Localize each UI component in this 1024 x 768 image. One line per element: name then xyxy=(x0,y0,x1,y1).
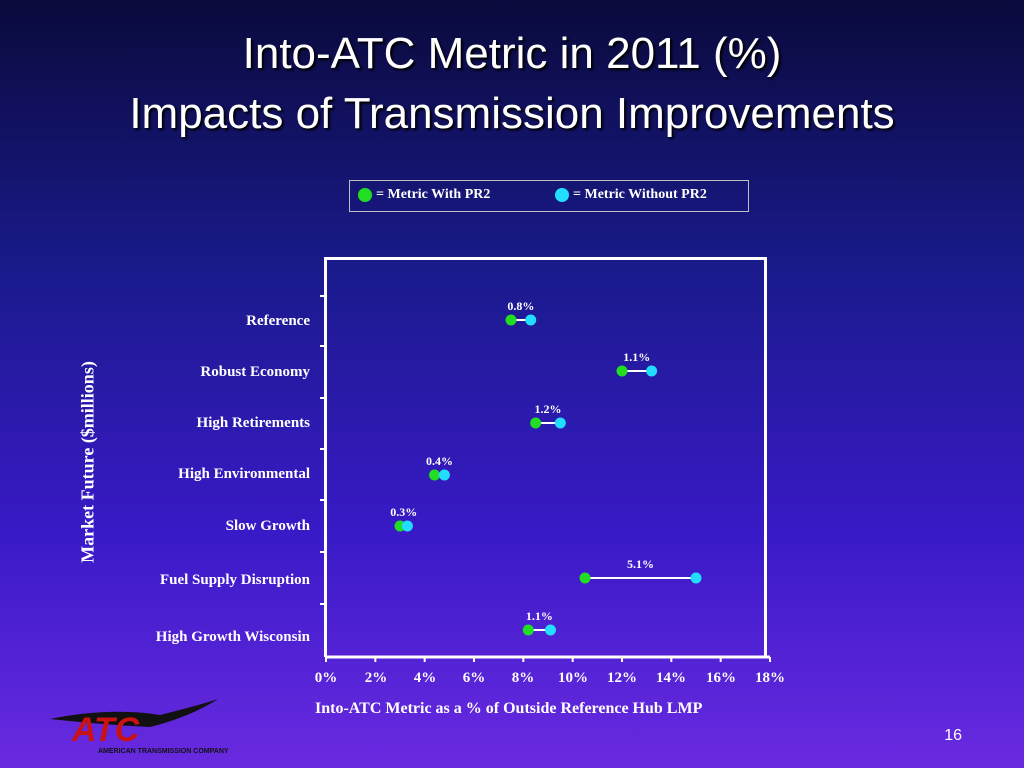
category-label: High Environmental xyxy=(178,466,310,482)
difference-label: 0.8% xyxy=(507,299,534,313)
x-tick-label: 6% xyxy=(462,670,486,686)
x-tick-label: 14% xyxy=(656,670,686,686)
legend-item-with: = Metric With PR2 xyxy=(358,187,490,203)
point-without-pr2 xyxy=(646,365,658,377)
category-label: Robust Economy xyxy=(200,364,310,380)
legend-label-without: = Metric Without PR2 xyxy=(573,187,707,202)
point-with-pr2 xyxy=(429,469,441,481)
point-with-pr2 xyxy=(505,314,517,326)
category-label: High Retirements xyxy=(196,415,310,431)
difference-label: 1.1% xyxy=(623,350,650,364)
svg-text:AMERICAN TRANSMISSION COMPANY: AMERICAN TRANSMISSION COMPANY xyxy=(98,748,229,755)
category-label: High Growth Wisconsin xyxy=(155,629,310,645)
x-tick-label: 8% xyxy=(511,670,535,686)
point-without-pr2 xyxy=(690,572,702,584)
difference-label: 5.1% xyxy=(627,557,654,571)
point-with-pr2 xyxy=(616,365,628,377)
x-tick-label: 12% xyxy=(607,670,637,686)
chart-legend: = Metric With PR2 = Metric Without PR2 xyxy=(349,180,749,212)
category-label: Reference xyxy=(246,313,310,329)
x-tick-label: 10% xyxy=(558,670,588,686)
title-line-1: Into-ATC Metric in 2011 (%) xyxy=(242,29,782,78)
point-without-pr2 xyxy=(554,417,566,429)
point-without-pr2 xyxy=(525,314,537,326)
x-tick-label: 18% xyxy=(755,670,785,686)
difference-label: 0.4% xyxy=(426,454,453,468)
legend-label-with: = Metric With PR2 xyxy=(376,187,491,202)
page-number: 16 xyxy=(944,727,962,744)
point-with-pr2 xyxy=(579,572,591,584)
category-label: Fuel Supply Disruption xyxy=(159,572,310,588)
atc-logo: ATC AMERICAN TRANSMISSION COMPANY xyxy=(50,699,229,755)
point-without-pr2 xyxy=(544,624,556,636)
legend-dot-with xyxy=(358,188,372,202)
difference-label: 1.1% xyxy=(526,609,553,623)
x-tick-label: 16% xyxy=(706,670,736,686)
legend-dot-without xyxy=(555,188,569,202)
point-without-pr2 xyxy=(401,520,413,532)
plot-area xyxy=(324,257,767,657)
x-tick-label: 4% xyxy=(413,670,437,686)
point-without-pr2 xyxy=(438,469,450,481)
category-label: Slow Growth xyxy=(225,518,310,534)
x-axis-label: Into-ATC Metric as a % of Outside Refere… xyxy=(315,700,703,717)
point-with-pr2 xyxy=(530,417,542,429)
x-tick-label: 2% xyxy=(364,670,388,686)
svg-text:ATC: ATC xyxy=(71,711,140,749)
point-with-pr2 xyxy=(522,624,534,636)
x-tick-label: 0% xyxy=(314,670,338,686)
difference-label: 1.2% xyxy=(535,402,562,416)
legend-item-without: = Metric Without PR2 xyxy=(555,187,707,203)
difference-label: 0.3% xyxy=(390,505,417,519)
title-line-2: Impacts of Transmission Improvements xyxy=(129,89,895,138)
